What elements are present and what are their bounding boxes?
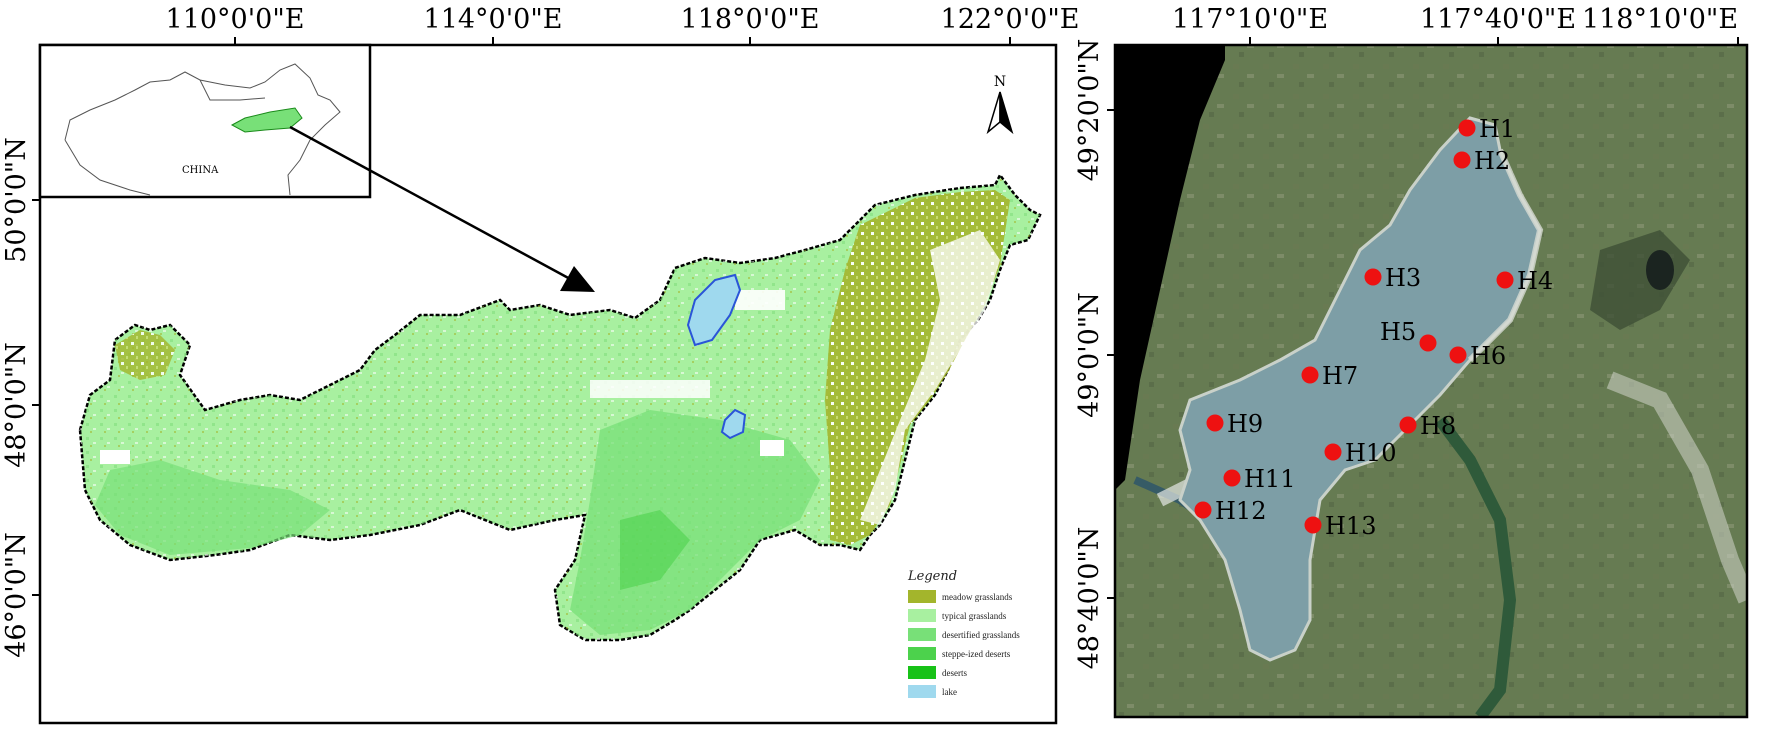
right-map: H1 H2 H3 H4 H5 H6 H7 H8 H9 H10 H11 H12 H13 117°10'0"… <box>1074 4 1749 719</box>
legend-item-label: deserts <box>942 668 967 678</box>
legend-swatch <box>908 685 936 698</box>
side-tick-label: 46°0'0"N <box>1 532 32 658</box>
site-marker <box>1496 271 1514 289</box>
site-label: H7 <box>1322 362 1358 390</box>
site-marker <box>1364 268 1382 286</box>
site-label: H2 <box>1474 147 1510 175</box>
no-data-area <box>1115 45 1225 490</box>
river <box>1435 416 1517 717</box>
legend-item-label: lake <box>942 687 957 697</box>
side-tick-label: 48°40'0"N <box>1074 527 1105 670</box>
site-label: H10 <box>1345 439 1396 467</box>
legend-item-label: steppe-ized deserts <box>942 649 1011 659</box>
sampling-sites: H1 H2 H3 H4 H5 H6 H7 H8 H9 H10 H11 H12 H13 <box>1194 115 1553 540</box>
site-marker <box>1453 151 1471 169</box>
top-tick-label: 122°0'0"E <box>941 4 1080 35</box>
inset-frame <box>38 43 372 199</box>
site-marker <box>1304 516 1322 534</box>
site-marker <box>1458 119 1476 137</box>
top-tick-label: 118°0'0"E <box>681 4 820 35</box>
top-tick-label: 117°40'0"E <box>1420 4 1576 35</box>
side-tick-label: 50°0'0"N <box>1 137 32 263</box>
top-tick-label: 117°10'0"E <box>1172 4 1328 35</box>
site-label: H8 <box>1420 412 1456 440</box>
top-tick-label: 110°0'0"E <box>166 4 305 35</box>
north-arrow-label: N <box>994 74 1006 90</box>
legend-title: Legend <box>907 569 957 584</box>
north-arrow-icon: N <box>986 74 1014 135</box>
site-marker <box>1301 366 1319 384</box>
study-area-inset <box>230 107 303 133</box>
lake-hulun <box>686 273 742 347</box>
legend-item-label: typical grasslands <box>942 611 1007 621</box>
china-outline <box>64 63 341 196</box>
legend-swatch <box>908 628 936 641</box>
right-map-frame <box>1113 43 1749 719</box>
right-top-ticks: 117°10'0"E 117°40'0"E 118°10'0"E <box>1172 4 1739 45</box>
site-marker <box>1206 414 1224 432</box>
side-tick-label: 49°0'0"N <box>1074 292 1105 418</box>
legend-swatch <box>908 590 936 603</box>
inset-label: CHINA <box>182 165 219 176</box>
site-label: H12 <box>1215 497 1266 525</box>
site-marker <box>1449 346 1467 364</box>
top-tick-label: 118°10'0"E <box>1582 4 1738 35</box>
site-label: H5 <box>1380 318 1416 346</box>
legend: Legend meadow grasslands typical grasslan… <box>907 569 1020 698</box>
left-side-ticks: 50°0'0"N 48°0'0"N 46°0'0"N <box>1 137 40 658</box>
side-tick-label: 48°0'0"N <box>1 342 32 468</box>
site-marker <box>1399 416 1417 434</box>
top-tick-label: 114°0'0"E <box>424 4 563 35</box>
desertified-patch-west <box>95 460 330 555</box>
site-marker <box>1419 334 1437 352</box>
site-label: H6 <box>1470 342 1506 370</box>
site-label: H13 <box>1325 512 1376 540</box>
side-tick-label: 49°20'0"N <box>1074 39 1105 182</box>
steppe-patch <box>620 510 690 590</box>
site-marker <box>1223 469 1241 487</box>
legend-item-label: meadow grasslands <box>942 592 1013 602</box>
legend-swatch <box>908 666 936 679</box>
lake-buir <box>720 408 747 440</box>
left-top-ticks: 110°0'0"E 114°0'0"E 118°0'0"E 122°0'0"E <box>166 4 1080 45</box>
site-label: H4 <box>1517 267 1553 295</box>
bare-area <box>100 450 130 464</box>
location-arrow <box>289 125 595 292</box>
inset-map: CHINA <box>38 43 372 199</box>
legend-swatch <box>908 647 936 660</box>
site-label: H9 <box>1227 410 1263 438</box>
right-side-ticks: 49°20'0"N 49°0'0"N 48°40'0"N <box>1074 39 1115 670</box>
legend-item-label: desertified grasslands <box>942 630 1020 640</box>
legend-swatch <box>908 609 936 622</box>
site-label: H11 <box>1244 465 1295 493</box>
site-label: H1 <box>1479 115 1515 143</box>
site-label: H3 <box>1385 264 1421 292</box>
site-marker <box>1324 443 1342 461</box>
site-marker <box>1194 501 1212 519</box>
left-map: CHINA N Legend meadow grasslands typical … <box>1 4 1080 725</box>
